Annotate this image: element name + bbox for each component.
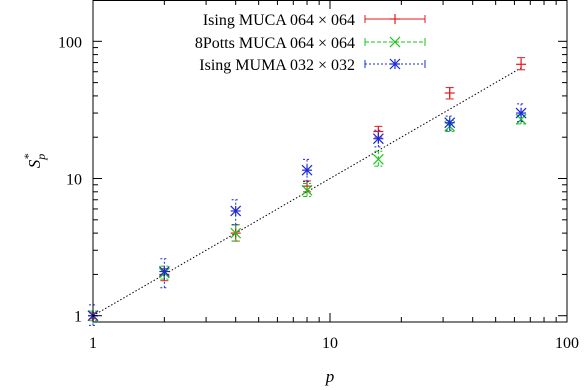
- data-point: [158, 266, 170, 277]
- y-tick-label: 100: [58, 34, 82, 51]
- legend-label: Ising MUCA 064 × 064: [203, 12, 355, 29]
- y-tick-label: 10: [66, 172, 82, 189]
- data-point: [389, 58, 401, 70]
- data-point: [301, 164, 313, 176]
- series-3: [87, 103, 527, 326]
- error-bar: [160, 258, 169, 289]
- x-tick-label: 1: [89, 335, 97, 352]
- data-point: [444, 117, 456, 129]
- data-point: [230, 205, 242, 217]
- error-bar: [445, 115, 454, 131]
- data-point: [372, 153, 384, 165]
- legend-label: Ising MUMA 032 × 032: [199, 57, 355, 74]
- x-tick-label: 10: [322, 335, 338, 352]
- data-point: [516, 59, 527, 70]
- error-bar: [303, 158, 312, 183]
- data-point: [372, 133, 384, 145]
- legend-item: 8Potts MUCA 064 × 064: [195, 35, 426, 52]
- x-axis-title: p: [325, 367, 335, 386]
- legend-label: 8Potts MUCA 064 × 064: [195, 35, 355, 52]
- legend-item: Ising MUCA 064 × 064: [203, 12, 426, 29]
- data-point: [515, 107, 527, 119]
- series-layer: [87, 57, 527, 326]
- data-point: [444, 87, 455, 98]
- series-2: [87, 113, 527, 322]
- data-point: [390, 14, 400, 24]
- legend: Ising MUCA 064 × 064 8Potts MUCA 064 × 06…: [195, 12, 426, 74]
- data-point: [389, 36, 401, 48]
- y-tick-label: 1: [74, 309, 82, 326]
- data-point: [301, 184, 313, 196]
- legend-item: Ising MUMA 032 × 032: [199, 57, 426, 74]
- y-axis-title: S*p: [21, 154, 48, 169]
- x-tick-label: 100: [555, 335, 579, 352]
- data-point: [230, 227, 242, 239]
- ticks-layer: 1 10 100 1 10 100: [58, 0, 579, 352]
